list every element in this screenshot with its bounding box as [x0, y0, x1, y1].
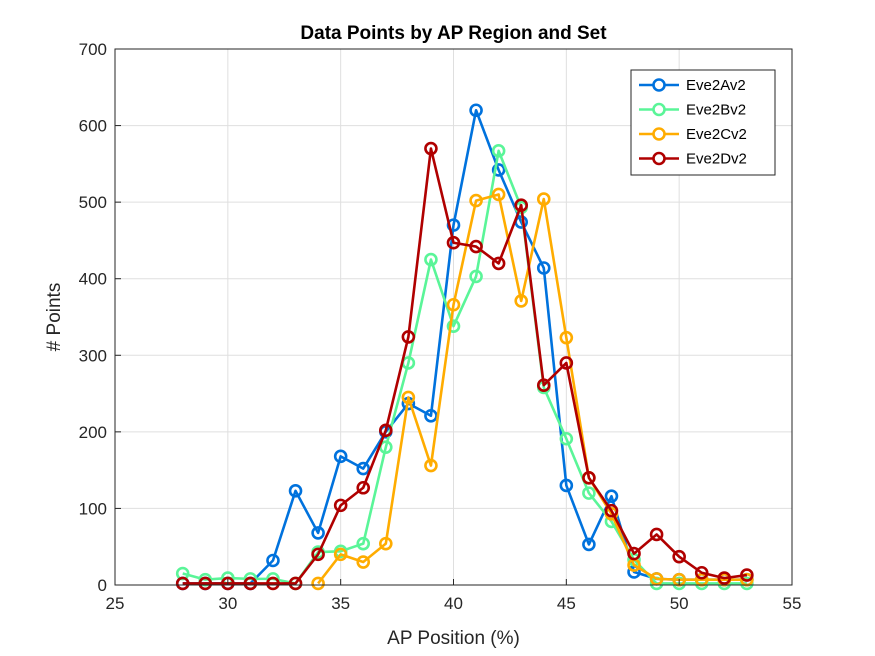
data-point [378, 423, 393, 438]
data-point [514, 198, 529, 213]
series-Eve2Dv2 [175, 141, 754, 591]
legend-label: Eve2Dv2 [686, 151, 747, 168]
data-point [604, 503, 619, 518]
data-point [288, 484, 303, 498]
legend-label: Eve2Av2 [686, 77, 746, 94]
data-point [694, 565, 709, 580]
axis-ticks: 25 30 35 40 45 50 55 0 100 200 300 400 500 600 700 [79, 40, 802, 613]
data-point [717, 571, 732, 585]
data-point [536, 378, 551, 392]
data-point [356, 480, 371, 495]
data-point [401, 390, 416, 405]
data-point [649, 572, 664, 586]
y-tick-label: 400 [79, 270, 107, 289]
y-tick-label: 200 [79, 423, 107, 442]
legend-label: Eve2Cv2 [686, 126, 747, 143]
data-point [175, 576, 190, 591]
data-point [672, 549, 686, 564]
y-tick-label: 100 [79, 499, 107, 518]
data-point [604, 489, 619, 503]
data-point [446, 297, 461, 312]
data-point [491, 256, 506, 271]
data-point [378, 536, 393, 551]
data-point [333, 498, 348, 513]
data-point [491, 163, 506, 177]
data-point [469, 269, 483, 284]
data-point [469, 239, 483, 254]
legend-marker [652, 78, 666, 92]
chart-title: Data Points by AP Region and Set [300, 23, 607, 44]
data-point [424, 458, 438, 473]
data-point [198, 576, 213, 591]
data-point [559, 478, 574, 493]
legend-label: Eve2Bv2 [686, 102, 746, 119]
data-point [582, 470, 596, 485]
data-point [649, 527, 664, 542]
data-point [491, 144, 506, 158]
data-point [424, 141, 438, 156]
data-point [514, 294, 529, 308]
y-tick-label: 500 [79, 193, 107, 212]
data-point [311, 526, 325, 540]
data-point [559, 356, 574, 370]
data-point [559, 431, 574, 446]
data-point [356, 555, 371, 569]
data-point [356, 461, 371, 476]
y-axis-title: # Points [44, 283, 65, 352]
data-point [333, 449, 348, 464]
data-point [559, 330, 574, 345]
data-point [627, 546, 641, 561]
legend-marker [652, 127, 666, 141]
data-point [221, 576, 235, 591]
data-point [446, 235, 461, 250]
y-tick-label: 300 [79, 346, 107, 365]
data-point [356, 536, 371, 551]
y-tick-label: 0 [98, 576, 107, 595]
y-tick-label: 600 [79, 117, 107, 136]
data-point [288, 576, 303, 591]
data-point [446, 319, 461, 333]
data-point [582, 537, 596, 552]
data-point [740, 568, 754, 582]
data-point [536, 261, 551, 275]
x-tick-label: 30 [218, 594, 237, 613]
data-point [266, 553, 280, 568]
data-point [491, 187, 506, 202]
y-tick-label: 700 [79, 40, 107, 59]
data-point [469, 103, 483, 118]
x-tick-label: 50 [670, 594, 689, 613]
data-point [333, 547, 348, 562]
data-point [424, 252, 438, 267]
legend-marker [652, 102, 666, 117]
x-tick-label: 45 [557, 594, 576, 613]
x-tick-label: 35 [331, 594, 350, 613]
data-point [243, 576, 258, 591]
data-point [582, 486, 596, 500]
legend-marker [652, 151, 666, 166]
x-tick-label: 40 [444, 594, 463, 613]
series-Eve2Cv2 [311, 187, 754, 591]
x-tick-label: 25 [106, 594, 125, 613]
x-tick-label: 55 [783, 594, 802, 613]
data-point [266, 576, 280, 591]
series-line [317, 193, 747, 585]
data-point [424, 408, 438, 423]
data-point [311, 547, 325, 562]
data-point [401, 330, 416, 344]
series-layer [175, 103, 754, 591]
x-axis-title: AP Position (%) [387, 628, 520, 649]
data-point [469, 193, 483, 208]
data-point [536, 192, 551, 206]
legend: Eve2Av2 Eve2Bv2 Eve2Cv2 Eve2Dv2 [630, 69, 776, 176]
data-point [311, 576, 325, 591]
